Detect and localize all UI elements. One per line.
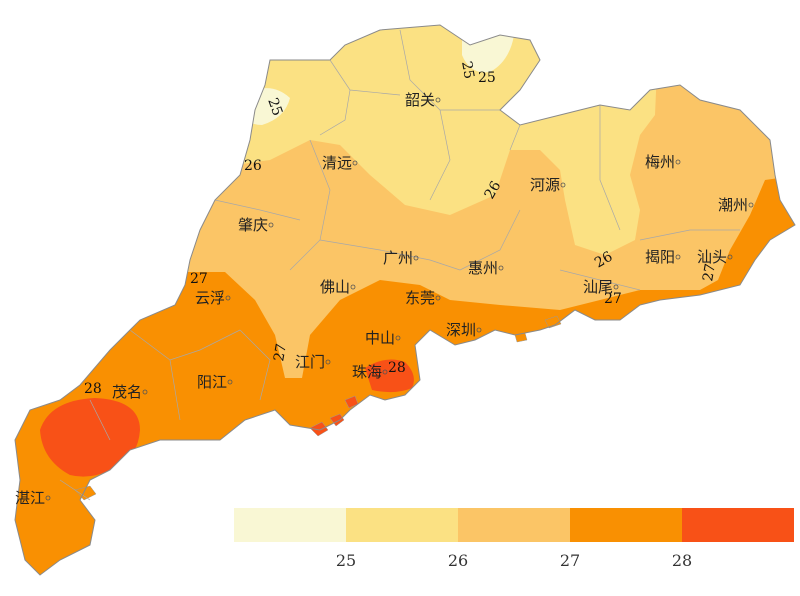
city-marker-icon [675, 254, 681, 260]
city-3: 梅州 [645, 153, 681, 171]
city-label: 汕尾 [583, 278, 613, 296]
city-label: 揭阳 [645, 248, 675, 266]
city-marker-icon [498, 265, 504, 271]
contour-label: 28 [388, 360, 406, 376]
contour-label: 25 [458, 60, 477, 80]
city-marker-icon [225, 295, 231, 301]
city-marker-icon [142, 389, 148, 395]
city-marker-icon [268, 222, 274, 228]
city-label: 梅州 [645, 153, 675, 171]
city-marker-icon [613, 284, 619, 290]
city-marker-icon [45, 495, 51, 501]
city-label: 清远 [322, 154, 352, 172]
city-0: 韶关 [405, 91, 441, 109]
legend: 25 26 27 28 [234, 508, 794, 570]
contour-label: 25 [264, 96, 285, 118]
city-marker-icon [560, 182, 566, 188]
city-marker-icon [227, 379, 233, 385]
city-label: 深圳 [446, 321, 476, 339]
contour-label: 28 [84, 381, 102, 397]
city-marker-icon [350, 284, 356, 290]
city-marker-icon [352, 160, 358, 166]
city-label: 汕头 [697, 248, 727, 266]
city-1: 清远 [322, 154, 358, 172]
city-marker-icon [413, 255, 419, 261]
city-label: 潮州 [718, 196, 748, 214]
city-11: 佛山 [320, 278, 356, 296]
legend-tick: 25 [336, 551, 356, 570]
city-18: 阳江 [197, 373, 233, 391]
city-marker-icon [748, 202, 754, 208]
city-label: 中山 [365, 329, 395, 347]
city-5: 肇庆 [238, 216, 274, 234]
city-label: 湛江 [15, 489, 45, 507]
contour-label: 27 [700, 262, 719, 282]
legend-tick: 27 [560, 551, 580, 570]
city-marker-icon [727, 254, 733, 260]
city-label: 珠海 [352, 363, 382, 381]
contour-label: 26 [244, 158, 262, 174]
contour-label: 25 [478, 70, 496, 86]
city-label: 阳江 [197, 373, 227, 391]
band-above-28-zhuhai [365, 359, 414, 393]
city-12: 东莞 [405, 289, 441, 307]
city-marker-icon [435, 97, 441, 103]
city-8: 揭阳 [645, 248, 681, 266]
legend-swatch [234, 508, 346, 542]
city-label: 东莞 [405, 289, 435, 307]
contour-label: 27 [190, 271, 208, 287]
city-label: 河源 [530, 176, 560, 194]
city-label: 佛山 [320, 278, 350, 296]
city-20: 湛江 [15, 489, 51, 507]
city-marker-icon [675, 159, 681, 165]
city-label: 惠州 [468, 259, 498, 277]
county-borders [59, 29, 740, 501]
city-marker-icon [476, 327, 482, 333]
city-label: 江门 [295, 353, 325, 371]
city-marker-icon [395, 335, 401, 341]
city-label: 肇庆 [238, 216, 268, 234]
city-marker-icon [435, 295, 441, 301]
contour-label: 26 [592, 249, 616, 272]
city-marker-icon [325, 359, 331, 365]
band-above-28-maoming [40, 398, 140, 477]
city-10: 云浮 [195, 289, 231, 307]
city-16: 江门 [295, 353, 331, 371]
city-4: 潮州 [718, 196, 754, 214]
contour-label: 26 [482, 178, 505, 202]
city-label: 茂名 [112, 383, 142, 401]
city-label: 广州 [383, 249, 413, 267]
city-marker-icon [382, 369, 388, 375]
city-label: 云浮 [195, 289, 225, 307]
legend-swatch [458, 508, 570, 542]
city-14: 深圳 [446, 321, 482, 339]
city-19: 茂名 [112, 383, 148, 401]
city-9: 汕头 [697, 248, 733, 266]
contour-label: 27 [271, 342, 290, 362]
legend-swatch [570, 508, 682, 542]
city-2: 河源 [530, 176, 566, 194]
legend-tick: 28 [672, 551, 692, 570]
city-13: 汕尾 [583, 278, 619, 296]
city-label: 韶关 [405, 91, 435, 109]
contour-label: 27 [604, 291, 622, 307]
city-17: 珠海 [352, 363, 388, 381]
city-7: 惠州 [468, 259, 504, 277]
legend-swatch [346, 508, 458, 542]
legend-swatch [682, 508, 794, 542]
city-6: 广州 [383, 249, 419, 267]
legend-tick: 26 [448, 551, 468, 570]
city-15: 中山 [365, 329, 401, 347]
